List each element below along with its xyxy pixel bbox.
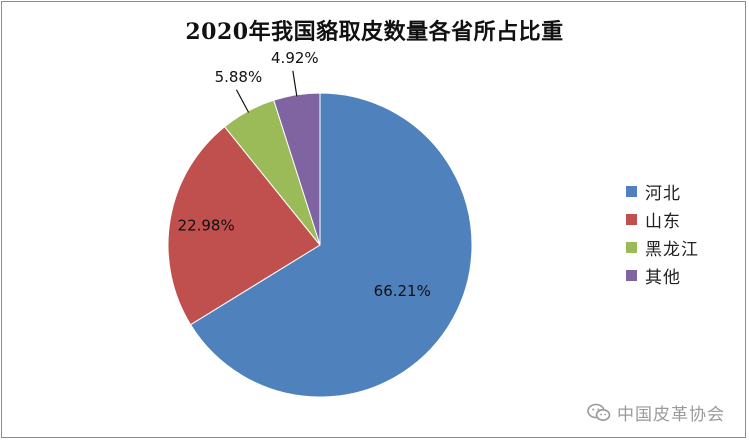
data-label: 22.98% (178, 216, 235, 234)
legend-item-hebei: 河北 (626, 177, 736, 205)
slice-shandong (167, 125, 321, 326)
leader-line (235, 89, 250, 113)
data-label: 5.88% (215, 68, 263, 86)
legend-label: 黑龙江 (645, 239, 699, 260)
legend: 河北 山东 黑龙江 其他 (626, 177, 736, 289)
legend-item-other: 其他 (626, 261, 736, 289)
slice-hebei (189, 92, 473, 398)
chart-title: 2020年我国貉取皮数量各省所占比重 (185, 19, 564, 45)
data-label: 66.21% (374, 282, 431, 300)
watermark: 中国皮革协会 (587, 400, 725, 425)
legend-item-heilongjiang: 黑龙江 (626, 233, 736, 261)
data-label: 4.92% (271, 49, 319, 67)
wechat-icon (587, 403, 611, 421)
legend-label: 山东 (645, 211, 681, 232)
legend-swatch (626, 241, 637, 253)
leader-line (292, 70, 298, 97)
legend-swatch (626, 269, 637, 281)
legend-item-shandong: 山东 (626, 205, 736, 233)
watermark-text: 中国皮革协会 (617, 405, 725, 425)
legend-label: 河北 (645, 183, 681, 204)
legend-swatch (626, 213, 637, 225)
legend-swatch (626, 185, 637, 197)
legend-label: 其他 (645, 267, 681, 288)
